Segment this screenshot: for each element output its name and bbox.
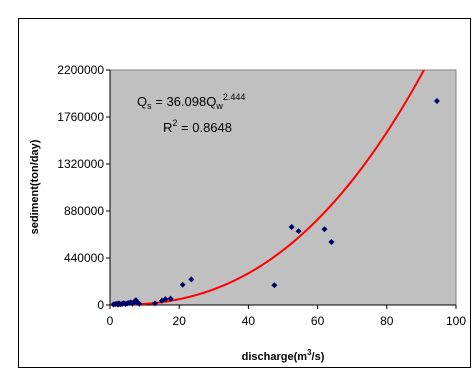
fit-curve: [110, 70, 426, 305]
y-tick-label: 1760000: [57, 110, 104, 124]
data-point: [151, 300, 158, 307]
fit-r-squared: R2 = 0.8648: [163, 118, 232, 135]
data-point: [188, 276, 195, 283]
data-point: [433, 97, 440, 104]
y-tick-label: 880000: [64, 204, 104, 218]
data-point: [136, 300, 143, 307]
x-tick-label: 60: [311, 314, 325, 328]
ticks-layer: 0 20 40 60 80 100 0 440000 880000 1320000 1760000 2…: [57, 63, 466, 328]
data-point: [288, 224, 295, 231]
data-point: [162, 296, 169, 303]
x-tick-label: 0: [107, 314, 114, 328]
data-point: [321, 226, 328, 233]
points-layer: [110, 97, 440, 308]
y-tick-label: 2200000: [57, 63, 104, 77]
data-point: [271, 282, 278, 289]
y-tick-label: 1320000: [57, 157, 104, 171]
data-point: [167, 295, 174, 302]
y-tick-label: 0: [97, 298, 104, 312]
x-tick-label: 40: [242, 314, 256, 328]
fit-layer: [110, 70, 426, 305]
data-point: [295, 228, 302, 235]
x-tick-label: 100: [446, 314, 466, 328]
x-tick-label: 80: [380, 314, 394, 328]
y-tick-label: 440000: [64, 251, 104, 265]
data-point: [328, 238, 335, 245]
fit-equation: Qs = 36.098Qw2.444: [137, 92, 245, 111]
y-axis-title: sediment(ton/day): [29, 139, 41, 234]
x-tick-label: 20: [173, 314, 187, 328]
x-axis-title: discharge(m3/s): [242, 348, 325, 363]
plot-area: [109, 69, 457, 306]
data-point: [179, 281, 186, 288]
